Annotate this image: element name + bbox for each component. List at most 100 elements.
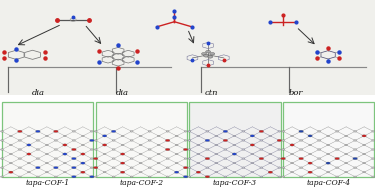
Circle shape [27,171,30,173]
Bar [2,102,93,177]
Circle shape [291,135,294,137]
Circle shape [354,149,357,150]
Circle shape [130,131,133,132]
Circle shape [120,171,125,173]
Circle shape [130,167,133,168]
Circle shape [102,144,107,146]
Circle shape [188,176,191,177]
Circle shape [54,167,58,169]
Circle shape [94,131,97,132]
Circle shape [224,158,227,159]
Circle shape [269,153,272,155]
Circle shape [208,56,213,58]
Circle shape [327,144,330,146]
Circle shape [363,153,366,155]
Text: tapa-COF-4: tapa-COF-4 [307,179,351,187]
Circle shape [215,171,218,173]
Circle shape [27,135,30,137]
Circle shape [278,131,281,132]
Circle shape [139,171,142,173]
Circle shape [45,171,48,173]
Circle shape [175,162,178,164]
Circle shape [18,176,21,177]
Circle shape [36,176,39,177]
Circle shape [36,130,40,132]
Circle shape [102,135,107,137]
Circle shape [90,149,93,150]
Circle shape [0,131,3,132]
Circle shape [318,140,321,141]
Circle shape [372,149,375,150]
Circle shape [157,171,160,173]
Circle shape [175,144,178,146]
Circle shape [72,176,76,178]
Bar [189,102,280,177]
Circle shape [327,135,330,137]
Circle shape [18,149,21,150]
Text: dia: dia [32,89,45,97]
Circle shape [206,167,209,168]
Circle shape [139,162,142,164]
Circle shape [242,140,245,141]
Circle shape [72,131,75,132]
Circle shape [233,162,236,164]
Circle shape [260,167,263,168]
Circle shape [0,176,3,177]
Circle shape [196,171,201,173]
Circle shape [291,153,294,155]
Circle shape [223,130,228,132]
Circle shape [233,135,236,137]
Circle shape [157,135,160,137]
Circle shape [215,153,218,155]
Text: dia: dia [116,89,129,97]
Circle shape [94,149,97,150]
Circle shape [300,149,303,150]
Circle shape [120,162,125,164]
Bar [283,102,374,177]
Circle shape [242,149,245,150]
Circle shape [54,140,57,141]
Circle shape [251,171,254,173]
Circle shape [197,135,200,137]
Circle shape [300,140,303,141]
Text: tapa-COF-2: tapa-COF-2 [119,179,163,187]
Circle shape [327,153,330,155]
Circle shape [81,153,85,155]
Bar [96,102,187,177]
Circle shape [250,144,255,146]
Circle shape [223,139,228,142]
Circle shape [45,135,48,137]
Circle shape [188,131,191,132]
Circle shape [63,162,66,164]
Circle shape [18,130,22,132]
Circle shape [224,149,227,150]
Circle shape [9,144,12,146]
Circle shape [0,149,3,150]
Circle shape [81,171,85,173]
Circle shape [300,176,303,177]
Circle shape [0,167,3,168]
Circle shape [205,139,210,142]
Circle shape [278,176,281,177]
Circle shape [130,176,133,177]
Circle shape [242,167,245,168]
Circle shape [251,153,254,155]
Circle shape [278,149,281,150]
Circle shape [259,157,264,160]
Circle shape [282,167,285,168]
Circle shape [130,140,133,141]
Circle shape [197,162,200,164]
Circle shape [81,135,84,137]
Circle shape [9,153,12,155]
Bar [0,0,375,94]
Circle shape [111,130,116,132]
Circle shape [54,158,57,159]
Circle shape [103,153,106,155]
Circle shape [278,158,281,159]
Circle shape [174,171,179,173]
Circle shape [27,144,31,146]
Circle shape [205,176,210,178]
Circle shape [112,158,115,159]
Circle shape [308,171,312,173]
Bar [96,102,187,177]
